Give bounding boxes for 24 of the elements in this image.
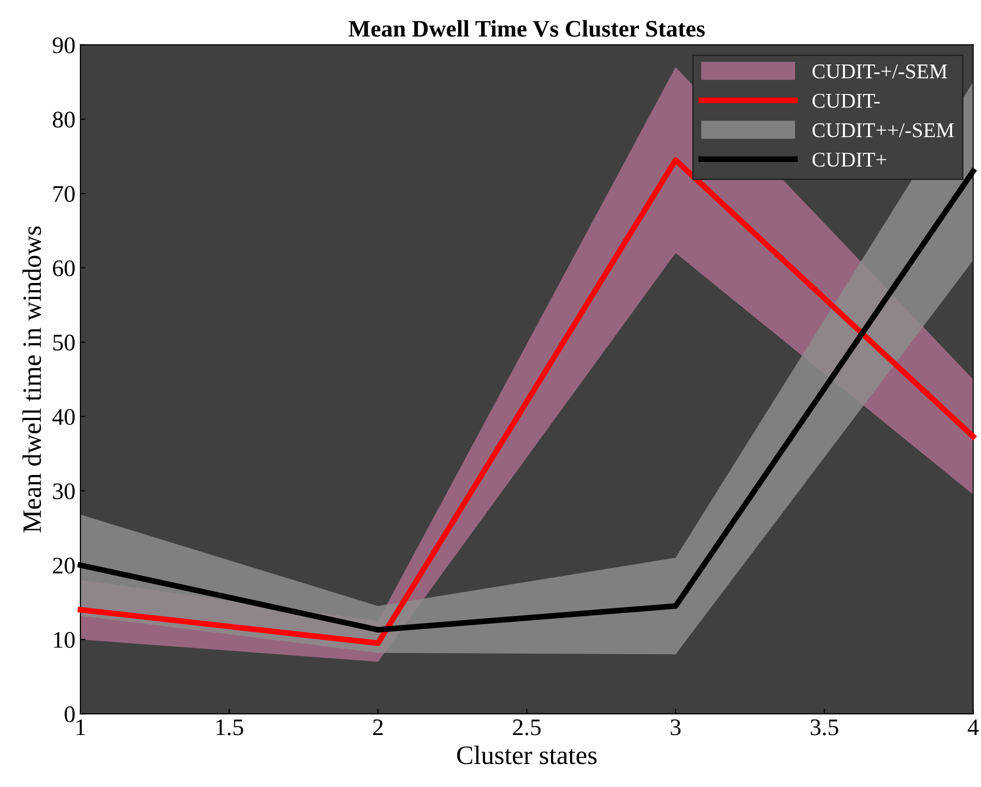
annotation: CUDIT-+/-SEM	[812, 64, 948, 78]
y-tick-label: 80	[52, 112, 75, 128]
x-tick-label: 3.5	[810, 719, 838, 736]
y-tick-label: 70	[54, 186, 75, 202]
x-tick-label: 4	[968, 720, 979, 736]
legend-label: CUDIT+	[812, 152, 886, 167]
y-tick-label: 20	[53, 558, 75, 574]
legend-label: CUDIT-	[812, 94, 880, 108]
x-tick-label: 1	[76, 719, 85, 736]
x-tick-label: 3	[670, 719, 681, 736]
chart-title: Mean Dwell Time Vs Cluster States	[348, 20, 705, 37]
y-tick-label: 60	[52, 260, 75, 276]
y-tick-label: 40	[52, 408, 75, 425]
x-tick-label: 1.5	[216, 719, 244, 736]
y-axis-title: Mean dwell time in windows	[22, 226, 42, 532]
y-tick-label: 10	[54, 632, 75, 648]
x-axis-title: Cluster states	[457, 746, 597, 764]
y-tick-label: 50	[53, 334, 75, 351]
x-tick-label: 2.5	[513, 719, 541, 736]
y-tick-label: 0	[64, 706, 75, 722]
y-tick-label: 30	[53, 483, 75, 500]
y-tick-label: 90	[52, 37, 75, 54]
x-tick-label: 2	[373, 719, 383, 736]
annotation: CUDIT++/-SEM	[812, 123, 954, 138]
